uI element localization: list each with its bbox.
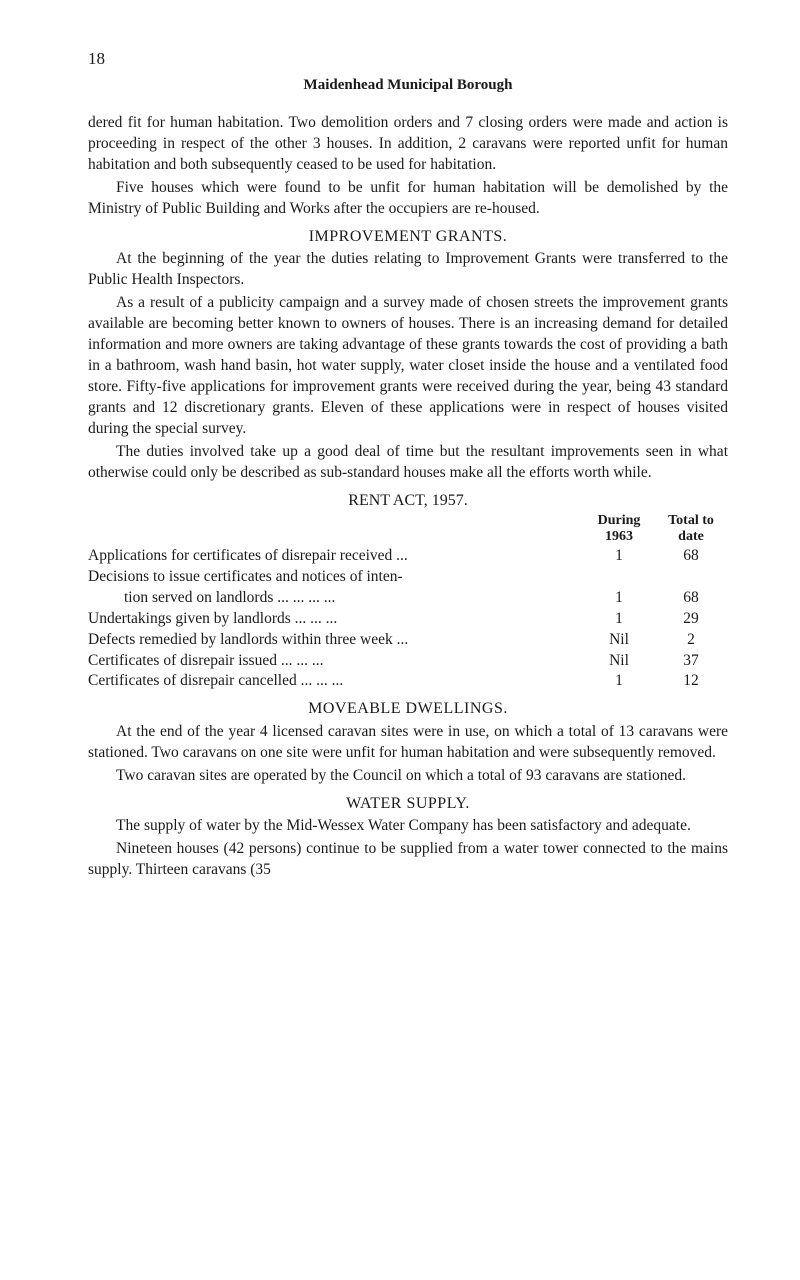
table-cell-during: 1 — [584, 671, 654, 692]
table-cell-label: Applications for certificates of disrepa… — [88, 546, 584, 567]
running-head: Maidenhead Municipal Borough — [88, 75, 728, 95]
table-cell-label: Certificates of disrepair cancelled ... … — [88, 671, 584, 692]
table-row: Certificates of disrepair cancelled ... … — [88, 671, 728, 692]
col-head-total: Total to — [668, 513, 714, 528]
table-cell-during: 1 — [584, 588, 654, 609]
table-row: Decisions to issue certificates and noti… — [88, 567, 728, 588]
paragraph: Two caravan sites are operated by the Co… — [88, 766, 728, 787]
table-cell-total: 68 — [654, 546, 728, 567]
rent-act-table: During 1963 Total to date Applications f… — [88, 513, 728, 692]
page-number: 18 — [88, 48, 728, 71]
table-cell-during: Nil — [584, 651, 654, 672]
paragraph: At the beginning of the year the duties … — [88, 249, 728, 291]
section-heading-moveable: MOVEABLE DWELLINGS. — [88, 698, 728, 720]
paragraph: As a result of a publicity campaign and … — [88, 293, 728, 439]
paragraph: Five houses which were found to be unfit… — [88, 178, 728, 220]
table-cell-label: tion served on landlords ... ... ... ... — [88, 588, 584, 609]
section-heading-improvement: IMPROVEMENT GRANTS. — [88, 226, 728, 248]
section-heading-rent-act: RENT ACT, 1957. — [88, 490, 728, 512]
paragraph: At the end of the year 4 licensed carava… — [88, 722, 728, 764]
table-cell-total: 2 — [654, 630, 728, 651]
table-row: tion served on landlords ... ... ... ...… — [88, 588, 728, 609]
table-row: Applications for certificates of disrepa… — [88, 546, 728, 567]
paragraph: Nineteen houses (42 persons) continue to… — [88, 839, 728, 881]
table-cell-total: 68 — [654, 588, 728, 609]
table-cell-label: Certificates of disrepair issued ... ...… — [88, 651, 584, 672]
table-cell-total — [654, 567, 728, 588]
paragraph: The supply of water by the Mid-Wessex Wa… — [88, 816, 728, 837]
table-cell-total: 37 — [654, 651, 728, 672]
paragraph: The duties involved take up a good deal … — [88, 442, 728, 484]
table-row: Certificates of disrepair issued ... ...… — [88, 651, 728, 672]
table-cell-label: Undertakings given by landlords ... ... … — [88, 609, 584, 630]
table-cell-during — [584, 567, 654, 588]
table-row: Undertakings given by landlords ... ... … — [88, 609, 728, 630]
col-head-date: date — [678, 529, 704, 544]
table-cell-during: 1 — [584, 546, 654, 567]
table-cell-during: Nil — [584, 630, 654, 651]
paragraph: dered fit for human habitation. Two demo… — [88, 113, 728, 176]
table-cell-total: 12 — [654, 671, 728, 692]
table-row: Defects remedied by landlords within thr… — [88, 630, 728, 651]
section-heading-water: WATER SUPPLY. — [88, 793, 728, 815]
table-header-row: During 1963 Total to date — [88, 513, 728, 546]
table-cell-label: Defects remedied by landlords within thr… — [88, 630, 584, 651]
table-cell-total: 29 — [654, 609, 728, 630]
col-head-during: During — [598, 513, 641, 528]
table-cell-label: Decisions to issue certificates and noti… — [88, 567, 584, 588]
table-cell-during: 1 — [584, 609, 654, 630]
page-content: 18 Maidenhead Municipal Borough dered fi… — [0, 0, 800, 931]
col-head-year: 1963 — [605, 529, 633, 544]
